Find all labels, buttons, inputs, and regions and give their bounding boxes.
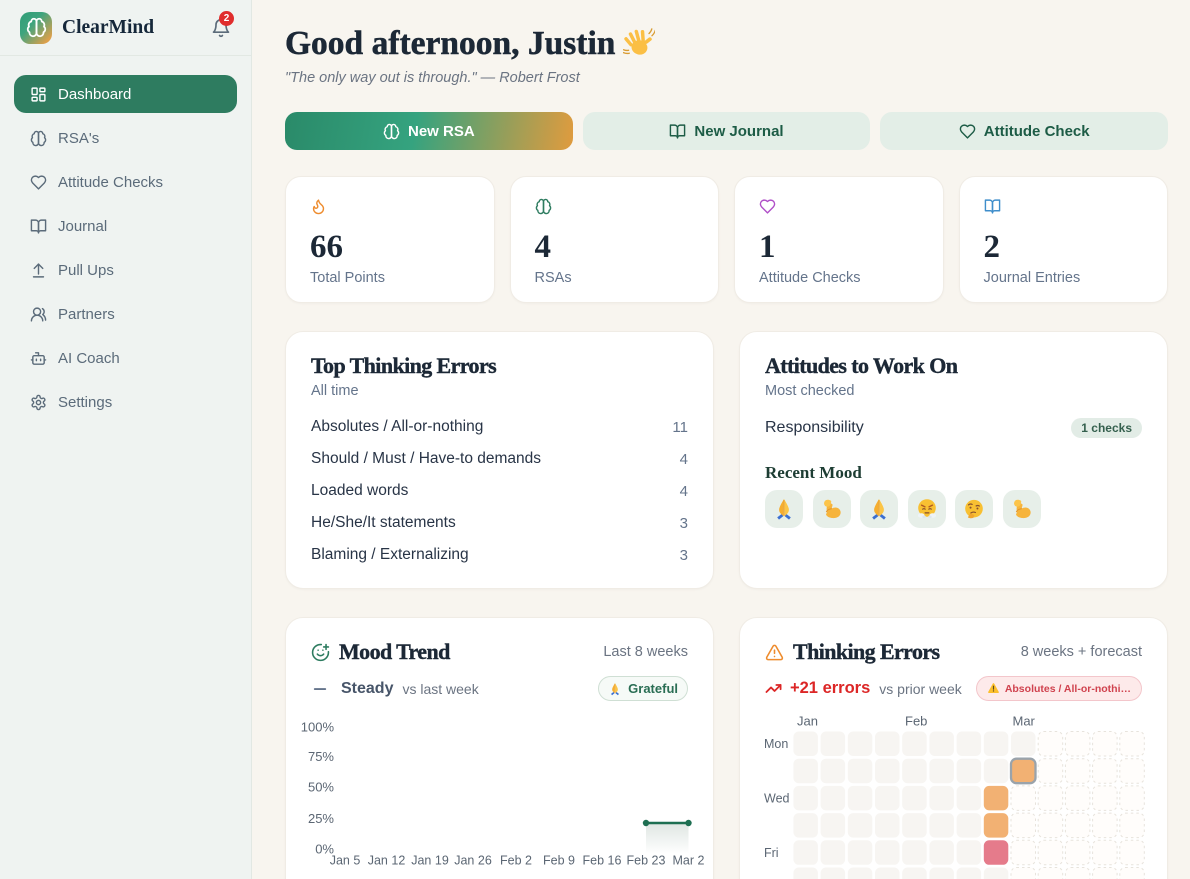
svg-text:Feb: Feb — [905, 714, 927, 729]
svg-text:Jan: Jan — [797, 714, 818, 729]
svg-text:0%: 0% — [315, 842, 334, 857]
svg-text:Mar 2: Mar 2 — [673, 854, 705, 868]
svg-text:Jan 26: Jan 26 — [454, 854, 492, 868]
svg-text:Feb 23: Feb 23 — [627, 854, 666, 868]
svg-text:75%: 75% — [308, 749, 334, 764]
svg-text:Mon: Mon — [764, 737, 788, 751]
svg-text:25%: 25% — [308, 811, 334, 826]
svg-text:100%: 100% — [301, 720, 335, 735]
svg-text:Jan 12: Jan 12 — [368, 854, 406, 868]
svg-text:Mar: Mar — [1013, 714, 1036, 729]
svg-text:Feb 2: Feb 2 — [500, 854, 532, 868]
svg-text:Feb 9: Feb 9 — [543, 854, 575, 868]
svg-text:Jan 5: Jan 5 — [330, 854, 361, 868]
svg-text:Wed: Wed — [764, 792, 790, 806]
svg-text:Fri: Fri — [764, 846, 779, 860]
svg-text:50%: 50% — [308, 780, 334, 795]
svg-text:Feb 16: Feb 16 — [583, 854, 622, 868]
svg-text:Jan 19: Jan 19 — [411, 854, 449, 868]
